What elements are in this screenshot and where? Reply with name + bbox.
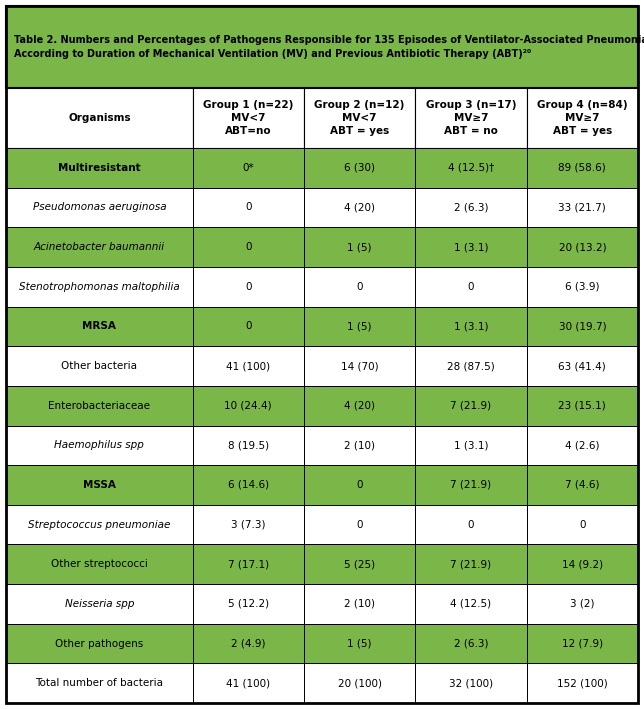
Bar — [415, 505, 527, 545]
Text: 8 (19.5): 8 (19.5) — [228, 440, 269, 450]
Bar — [415, 346, 527, 386]
Bar — [415, 228, 527, 267]
Bar — [527, 386, 638, 425]
Bar — [6, 88, 193, 148]
Text: 0: 0 — [356, 281, 363, 291]
Text: Group 3 (n=17)
MV≥7
ABT = no: Group 3 (n=17) MV≥7 ABT = no — [426, 100, 516, 136]
Text: Group 1 (n=22)
MV<7
ABT=no: Group 1 (n=22) MV<7 ABT=no — [203, 100, 294, 136]
Text: 4 (20): 4 (20) — [344, 203, 375, 213]
Bar — [415, 425, 527, 465]
Bar — [415, 148, 527, 188]
Bar — [304, 306, 415, 346]
Bar — [193, 425, 304, 465]
Bar — [6, 306, 193, 346]
Bar — [527, 306, 638, 346]
Text: 33 (21.7): 33 (21.7) — [558, 203, 606, 213]
Text: MSSA: MSSA — [83, 480, 116, 490]
Bar — [304, 346, 415, 386]
Text: 4 (2.6): 4 (2.6) — [565, 440, 600, 450]
Text: Other pathogens: Other pathogens — [55, 639, 144, 649]
Bar — [527, 505, 638, 545]
Bar — [193, 664, 304, 703]
Bar — [415, 306, 527, 346]
Text: 4 (20): 4 (20) — [344, 401, 375, 411]
Text: 0: 0 — [579, 520, 585, 530]
Text: Organisms: Organisms — [68, 113, 131, 123]
Text: 7 (4.6): 7 (4.6) — [565, 480, 600, 490]
Bar — [6, 584, 193, 624]
Bar — [193, 188, 304, 228]
Bar — [6, 505, 193, 545]
Text: Group 4 (n=84)
MV≥7
ABT = yes: Group 4 (n=84) MV≥7 ABT = yes — [537, 100, 628, 136]
Text: Table 2. Numbers and Percentages of Pathogens Responsible for 135 Episodes of Ve: Table 2. Numbers and Percentages of Path… — [14, 35, 644, 59]
Bar — [193, 386, 304, 425]
Text: 7 (21.9): 7 (21.9) — [450, 559, 491, 569]
Bar — [6, 346, 193, 386]
Bar — [415, 188, 527, 228]
Text: Haemophilus spp: Haemophilus spp — [54, 440, 144, 450]
Bar — [6, 188, 193, 228]
Bar — [6, 545, 193, 584]
Text: 63 (41.4): 63 (41.4) — [558, 361, 606, 371]
Bar — [527, 228, 638, 267]
Text: Pseudomonas aeruginosa: Pseudomonas aeruginosa — [32, 203, 166, 213]
Bar — [193, 584, 304, 624]
Text: Stenotrophomonas maltophilia: Stenotrophomonas maltophilia — [19, 281, 180, 291]
Text: 1 (3.1): 1 (3.1) — [454, 321, 488, 331]
Text: 0: 0 — [245, 281, 252, 291]
Text: 4 (12.5)†: 4 (12.5)† — [448, 163, 494, 173]
Bar — [304, 228, 415, 267]
Bar — [6, 267, 193, 306]
Text: 1 (5): 1 (5) — [347, 639, 372, 649]
Bar — [527, 346, 638, 386]
Bar — [304, 88, 415, 148]
Text: 32 (100): 32 (100) — [449, 679, 493, 688]
Text: 6 (3.9): 6 (3.9) — [565, 281, 600, 291]
Text: 152 (100): 152 (100) — [557, 679, 608, 688]
Text: 0: 0 — [468, 281, 474, 291]
Bar — [193, 545, 304, 584]
Bar — [304, 624, 415, 664]
Text: 20 (100): 20 (100) — [337, 679, 382, 688]
Bar — [415, 584, 527, 624]
Text: Neisseria spp: Neisseria spp — [64, 599, 134, 609]
Bar — [415, 88, 527, 148]
Text: Other bacteria: Other bacteria — [61, 361, 137, 371]
Bar — [193, 306, 304, 346]
Text: Other streptococci: Other streptococci — [51, 559, 147, 569]
Text: 3 (2): 3 (2) — [570, 599, 594, 609]
Text: 89 (58.6): 89 (58.6) — [558, 163, 606, 173]
Text: 2 (10): 2 (10) — [344, 440, 375, 450]
Bar — [193, 465, 304, 505]
Bar — [6, 425, 193, 465]
Text: 1 (3.1): 1 (3.1) — [454, 440, 488, 450]
Bar — [527, 545, 638, 584]
Text: 41 (100): 41 (100) — [226, 679, 270, 688]
Bar — [193, 624, 304, 664]
Bar — [527, 267, 638, 306]
Bar — [193, 148, 304, 188]
Bar — [304, 386, 415, 425]
Text: Enterobacteriaceae: Enterobacteriaceae — [48, 401, 150, 411]
Text: Group 2 (n=12)
MV<7
ABT = yes: Group 2 (n=12) MV<7 ABT = yes — [314, 100, 405, 136]
Bar — [304, 465, 415, 505]
Text: MRSA: MRSA — [82, 321, 117, 331]
Bar — [193, 346, 304, 386]
Text: 7 (21.9): 7 (21.9) — [450, 401, 491, 411]
Text: 0*: 0* — [243, 163, 254, 173]
Text: 0: 0 — [356, 480, 363, 490]
Text: Acinetobacter baumannii: Acinetobacter baumannii — [33, 242, 165, 252]
Text: 1 (5): 1 (5) — [347, 242, 372, 252]
Bar — [415, 664, 527, 703]
Text: 0: 0 — [356, 520, 363, 530]
Text: 23 (15.1): 23 (15.1) — [558, 401, 606, 411]
Bar — [415, 545, 527, 584]
Bar — [193, 505, 304, 545]
Bar — [304, 425, 415, 465]
Text: 7 (17.1): 7 (17.1) — [228, 559, 269, 569]
Text: 4 (12.5): 4 (12.5) — [450, 599, 491, 609]
Text: 28 (87.5): 28 (87.5) — [447, 361, 495, 371]
Bar — [527, 425, 638, 465]
Text: 5 (12.2): 5 (12.2) — [228, 599, 269, 609]
Bar — [6, 465, 193, 505]
